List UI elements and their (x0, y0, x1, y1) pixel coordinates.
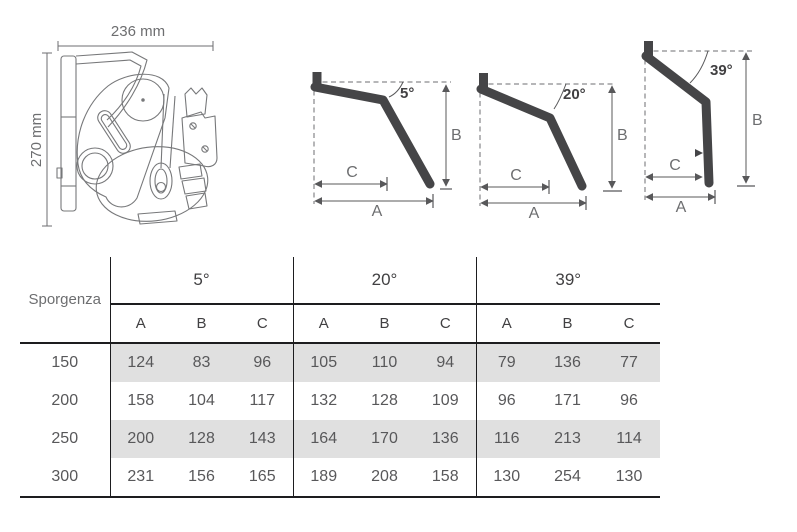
table-cell: 114 (598, 420, 660, 458)
dimension-c-label: C (510, 167, 522, 184)
bracket-height-dimension-line (42, 52, 52, 227)
table-cell: 156 (171, 458, 232, 498)
col-header: B (354, 304, 415, 344)
table-cell: 96 (620, 392, 638, 409)
angle-arc (553, 83, 567, 110)
table-cell: 164 (292, 420, 354, 458)
table-cell: 136 (537, 343, 598, 382)
row-header-label: Sporgenza (20, 257, 110, 344)
bracket-mechanism-art (56, 51, 218, 225)
sporgenza-value: 200 (51, 392, 79, 409)
dimension-b-label: B (752, 112, 763, 129)
table-cell: 83 (171, 343, 232, 382)
angle-diagram-39deg: 39° B C A (641, 41, 763, 216)
dimension-c-label: C (669, 157, 681, 174)
group-header-39deg: 39° (475, 257, 660, 305)
dimension-a-label: A (529, 205, 540, 222)
table-cell: 158 (109, 382, 171, 420)
table-cell: 200 (109, 420, 171, 458)
arm-profile (641, 51, 714, 188)
table-cell: 104 (188, 392, 215, 409)
bracket-drawing: 236 mm 270 mm (28, 23, 218, 227)
table-cell: 231 (109, 458, 171, 498)
table-cell: 128 (371, 392, 398, 409)
sporgenza-value: 250 (51, 430, 79, 447)
bracket-height-label: 270 mm (28, 113, 45, 167)
col-header: A (475, 304, 537, 344)
table-cell: 109 (431, 392, 459, 409)
angle-label: 39° (710, 62, 733, 79)
table-cell: 165 (232, 458, 293, 498)
table-cell: 117 (249, 392, 275, 409)
angle-label: 20° (563, 86, 586, 103)
wall-stub (644, 41, 653, 57)
table-cell: 158 (415, 458, 476, 498)
table-row: 150 124 83 96 105 110 94 79 136 77 (20, 343, 660, 382)
table-row: 200 158 104 117 132 128 109 96 171 96 (20, 382, 660, 420)
dimension-a-label: A (676, 199, 687, 216)
dimension-b-label: B (451, 127, 462, 144)
sporgenza-value: 300 (20, 458, 110, 498)
table-cell: 208 (354, 458, 415, 498)
group-header-row: Sporgenza 5° 20° 39° (20, 257, 660, 344)
dimension-a-label: A (372, 203, 383, 220)
table-cell: 143 (232, 420, 293, 458)
table-cell: 116 (475, 420, 537, 458)
angle-diagram-20deg: 20° B C A (476, 73, 628, 222)
table-cell: 171 (554, 392, 581, 409)
table-cell: 254 (537, 458, 598, 498)
wall-stub (479, 73, 488, 90)
table-cell: 130 (475, 458, 537, 498)
table-row: 300 231 156 165 189 208 158 130 254 130 (20, 458, 660, 498)
table-cell: 79 (475, 343, 537, 382)
table-cell: 124 (109, 343, 171, 382)
table-cell: 94 (415, 343, 476, 382)
bracket-width-label: 236 mm (111, 23, 165, 40)
table-cell: 170 (354, 420, 415, 458)
col-header: A (109, 304, 171, 344)
table-cell: 213 (537, 420, 598, 458)
table-cell: 128 (171, 420, 232, 458)
col-header: C (598, 304, 660, 344)
dimension-c-label: C (346, 164, 358, 181)
angle-label: 5° (400, 85, 414, 102)
table-cell: 110 (354, 343, 415, 382)
dimension-table: Sporgenza 5° 20° 39° A B C A B C A B C 1… (20, 257, 660, 498)
col-header: B (171, 304, 232, 344)
sub-header-row: A B C A B C A B C (20, 304, 660, 344)
table-cell: 96 (232, 343, 293, 382)
angle-arc (689, 50, 709, 84)
col-header: C (415, 304, 476, 344)
table-body: 150 124 83 96 105 110 94 79 136 77 200 158 104 117 132… (20, 343, 660, 498)
table-row: 250 200 128 143 164 170 136 116 213 114 (20, 420, 660, 458)
angle-diagram-5deg: 5° B C A (310, 72, 462, 220)
arm-profile (310, 82, 435, 189)
col-header: C (232, 304, 293, 344)
col-header: A (292, 304, 354, 344)
bracket-width-dimension-line (57, 41, 214, 51)
table-cell: 136 (415, 420, 476, 458)
sporgenza-value: 150 (51, 354, 79, 371)
arm-profile (476, 84, 587, 191)
table-cell: 77 (598, 343, 660, 382)
table-cell: 132 (292, 382, 354, 420)
wall-stub (312, 72, 322, 89)
group-header-20deg: 20° (292, 257, 476, 305)
arm-pointer-arrow (695, 149, 703, 157)
table-cell: 130 (598, 458, 660, 498)
group-header-5deg: 5° (109, 257, 293, 305)
col-header: B (537, 304, 598, 344)
dimension-b-label: B (617, 127, 628, 144)
table-cell: 189 (292, 458, 354, 498)
table-cell: 96 (475, 382, 537, 420)
angle-arc (388, 81, 404, 98)
table-cell: 105 (292, 343, 354, 382)
